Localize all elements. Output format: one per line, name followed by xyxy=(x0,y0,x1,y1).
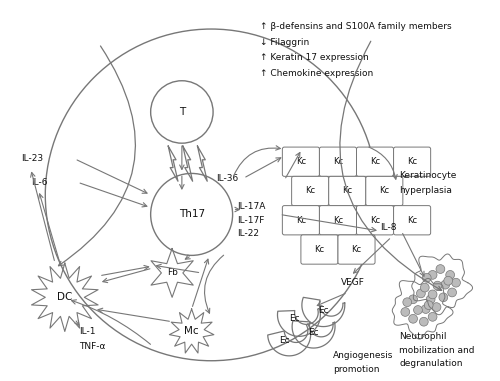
Text: IL-6: IL-6 xyxy=(30,178,47,187)
Text: mobilization and: mobilization and xyxy=(400,346,475,354)
FancyBboxPatch shape xyxy=(366,176,403,206)
Circle shape xyxy=(408,314,418,323)
Circle shape xyxy=(414,306,422,314)
Circle shape xyxy=(422,305,430,314)
FancyBboxPatch shape xyxy=(292,176,329,206)
Circle shape xyxy=(452,278,460,287)
Text: IL-8: IL-8 xyxy=(380,223,396,232)
Circle shape xyxy=(428,312,437,321)
Text: IL-1: IL-1 xyxy=(80,327,96,336)
Circle shape xyxy=(420,317,428,326)
Text: VEGF: VEGF xyxy=(341,278,365,287)
Text: ↑ β-defensins and S100A family members: ↑ β-defensins and S100A family members xyxy=(260,22,452,31)
FancyBboxPatch shape xyxy=(356,147,394,176)
Text: Kc: Kc xyxy=(305,186,315,195)
Circle shape xyxy=(433,281,442,290)
Text: Ec: Ec xyxy=(318,306,328,314)
Text: Angiogenesis: Angiogenesis xyxy=(333,351,394,360)
Circle shape xyxy=(446,271,454,279)
FancyBboxPatch shape xyxy=(282,147,320,176)
Text: Ec: Ec xyxy=(308,328,319,337)
Text: Kc: Kc xyxy=(296,216,306,225)
Text: Fb: Fb xyxy=(166,269,177,277)
FancyBboxPatch shape xyxy=(338,235,375,264)
Text: Kc: Kc xyxy=(370,157,380,166)
Text: Neutrophil: Neutrophil xyxy=(400,332,447,341)
Text: Kc: Kc xyxy=(352,245,362,254)
Circle shape xyxy=(408,295,418,304)
Circle shape xyxy=(436,265,445,274)
Text: Ec: Ec xyxy=(279,336,289,345)
Text: IL-17F: IL-17F xyxy=(238,216,265,225)
Circle shape xyxy=(444,276,452,285)
FancyBboxPatch shape xyxy=(356,206,394,235)
Text: Kc: Kc xyxy=(333,157,343,166)
Circle shape xyxy=(432,303,441,312)
Text: IL-17A: IL-17A xyxy=(238,202,266,211)
Text: IL-23: IL-23 xyxy=(21,154,43,163)
FancyBboxPatch shape xyxy=(394,147,430,176)
FancyBboxPatch shape xyxy=(282,206,320,235)
Text: Ec: Ec xyxy=(289,314,300,323)
Text: IL-22: IL-22 xyxy=(238,229,260,239)
Circle shape xyxy=(428,271,437,279)
Circle shape xyxy=(441,280,450,289)
FancyBboxPatch shape xyxy=(328,176,366,206)
Text: Th17: Th17 xyxy=(178,210,204,219)
Circle shape xyxy=(428,290,437,299)
FancyBboxPatch shape xyxy=(301,235,338,264)
Text: ↑ Chemokine expression: ↑ Chemokine expression xyxy=(260,69,373,78)
Text: Kc: Kc xyxy=(379,186,390,195)
Text: Kc: Kc xyxy=(370,216,380,225)
Circle shape xyxy=(448,288,456,297)
FancyBboxPatch shape xyxy=(320,147,356,176)
Text: Kc: Kc xyxy=(314,245,324,254)
Text: hyperplasia: hyperplasia xyxy=(400,186,452,195)
Text: ↓ Filaggrin: ↓ Filaggrin xyxy=(260,38,309,47)
Text: Kc: Kc xyxy=(342,186,352,195)
FancyBboxPatch shape xyxy=(320,206,356,235)
Text: Keratinocyte: Keratinocyte xyxy=(400,171,457,180)
Circle shape xyxy=(403,298,411,307)
Circle shape xyxy=(426,295,435,304)
Text: IL-36: IL-36 xyxy=(216,174,238,183)
Circle shape xyxy=(401,307,409,316)
Text: Kc: Kc xyxy=(333,216,343,225)
Text: T: T xyxy=(178,107,185,117)
Text: Kc: Kc xyxy=(296,157,306,166)
Text: Kc: Kc xyxy=(407,157,417,166)
Text: Mc: Mc xyxy=(184,327,199,336)
Text: degranulation: degranulation xyxy=(400,359,463,368)
Circle shape xyxy=(439,293,448,302)
Circle shape xyxy=(420,283,429,292)
Circle shape xyxy=(422,274,431,282)
Text: promotion: promotion xyxy=(333,365,380,374)
Circle shape xyxy=(416,289,426,298)
Circle shape xyxy=(424,301,433,309)
Text: Kc: Kc xyxy=(407,216,417,225)
Text: DC: DC xyxy=(57,292,72,303)
Text: TNF-α: TNF-α xyxy=(80,342,106,351)
Text: ↑ Keratin 17 expression: ↑ Keratin 17 expression xyxy=(260,53,368,62)
FancyBboxPatch shape xyxy=(394,206,430,235)
